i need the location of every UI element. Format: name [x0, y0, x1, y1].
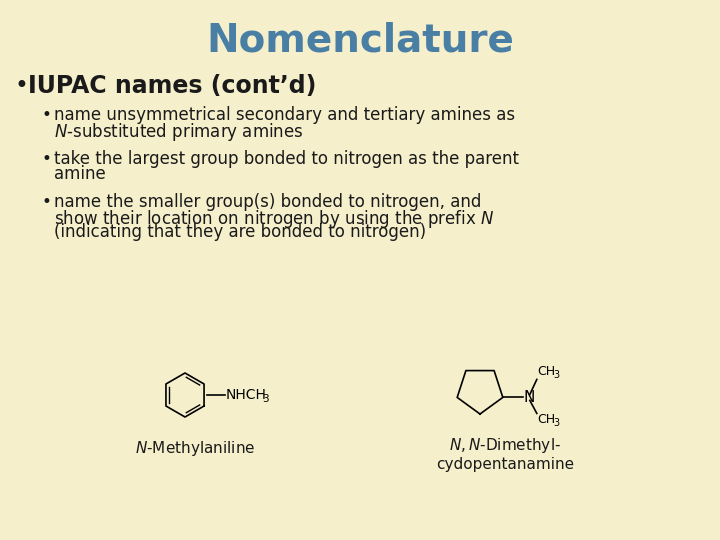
Text: take the largest group bonded to nitrogen as the parent: take the largest group bonded to nitroge… — [54, 150, 519, 168]
Text: (indicating that they are bonded to nitrogen): (indicating that they are bonded to nitr… — [54, 223, 426, 241]
Text: 3: 3 — [262, 394, 269, 404]
Text: $\mathit{N,N}$-Dimethyl-
cydopentanamine: $\mathit{N,N}$-Dimethyl- cydopentanamine — [436, 436, 574, 472]
Text: •: • — [42, 150, 52, 168]
Text: 3: 3 — [553, 418, 559, 428]
Text: show their location on nitrogen by using the prefix $\mathit{N}$: show their location on nitrogen by using… — [54, 208, 495, 230]
Text: CH: CH — [537, 413, 555, 426]
Text: IUPAC names (cont’d): IUPAC names (cont’d) — [28, 74, 316, 98]
Text: •: • — [14, 74, 28, 98]
Text: CH: CH — [537, 365, 555, 378]
Text: NHCH: NHCH — [226, 388, 267, 402]
Text: N: N — [524, 390, 535, 405]
Text: amine: amine — [54, 165, 106, 183]
Text: Nomenclature: Nomenclature — [206, 21, 514, 59]
Text: •: • — [42, 106, 52, 124]
Text: name unsymmetrical secondary and tertiary amines as: name unsymmetrical secondary and tertiar… — [54, 106, 515, 124]
Text: $\mathit{N}$-Methylaniline: $\mathit{N}$-Methylaniline — [135, 439, 255, 458]
Text: 3: 3 — [553, 370, 559, 380]
Text: name the smaller group(s) bonded to nitrogen, and: name the smaller group(s) bonded to nitr… — [54, 193, 482, 211]
Text: •: • — [42, 193, 52, 211]
Text: $\mathit{N}$-substituted primary amines: $\mathit{N}$-substituted primary amines — [54, 121, 304, 143]
